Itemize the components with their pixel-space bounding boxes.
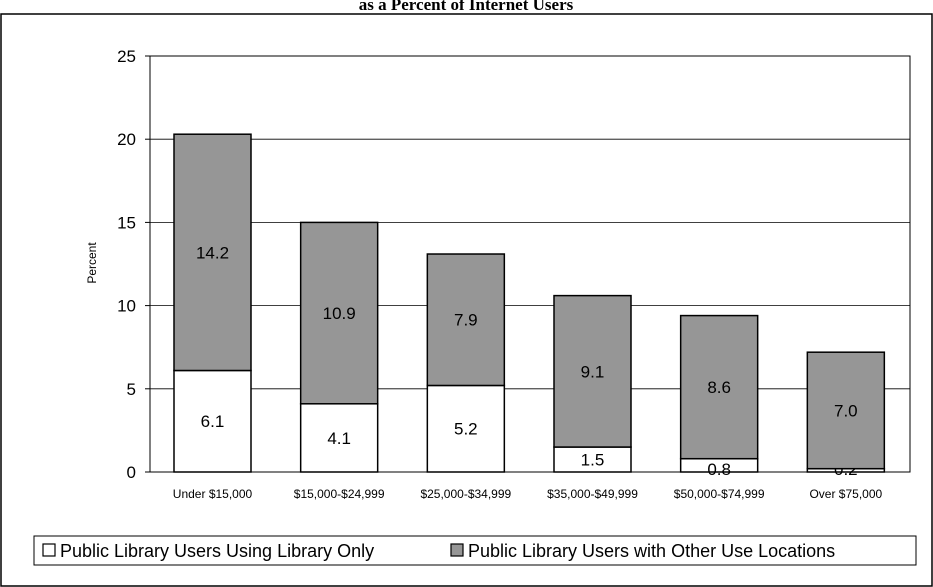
data-label: 5.2 xyxy=(454,420,478,439)
legend: Public Library Users Using Library Only … xyxy=(33,535,917,566)
bar-segment xyxy=(553,446,632,473)
x-tick-labels: Under $15,000 $15,000-$24,999 $25,000-$34,… xyxy=(173,487,883,501)
y-tick-label: 25 xyxy=(117,47,136,66)
bar-segment xyxy=(806,351,886,470)
bar-segment xyxy=(679,314,759,460)
legend-swatch-other-locations xyxy=(450,543,464,557)
data-label: 7.0 xyxy=(834,401,858,420)
y-tick-label: 15 xyxy=(117,213,136,232)
bars: 6.114.24.110.95.27.91.59.10.88.60.27.0 xyxy=(173,133,886,479)
legend-label-other-locations: Public Library Users with Other Use Loca… xyxy=(468,541,835,561)
x-tick-label: Over $75,000 xyxy=(809,487,882,501)
data-label: 1.5 xyxy=(581,451,605,470)
bar-segment xyxy=(426,384,506,473)
legend-label-library-only: Public Library Users Using Library Only xyxy=(60,541,374,561)
x-tick-label: $25,000-$34,999 xyxy=(420,487,511,501)
legend-border xyxy=(33,535,917,566)
data-label: 7.9 xyxy=(454,311,478,330)
data-label: 14.2 xyxy=(196,243,229,262)
bar-segment xyxy=(299,221,379,405)
data-label: 6.1 xyxy=(201,412,225,431)
y-tick-label: 0 xyxy=(127,463,136,482)
y-tick-label: 5 xyxy=(127,380,136,399)
data-label: 4.1 xyxy=(327,429,351,448)
x-tick-label: Under $15,000 xyxy=(173,487,253,501)
bar-segment xyxy=(426,253,506,387)
bar-segment xyxy=(173,133,252,372)
chart-title: as a Percent of Internet Users xyxy=(359,0,574,14)
x-tick-label: $15,000-$24,999 xyxy=(294,487,385,501)
plot-area-border xyxy=(149,55,911,473)
y-tick-label: 20 xyxy=(117,130,136,149)
y-tick-label: 10 xyxy=(117,297,136,316)
data-label: 10.9 xyxy=(323,304,356,323)
data-label: 0.8 xyxy=(707,460,731,479)
data-label: 9.1 xyxy=(581,362,605,381)
bar-segment xyxy=(173,369,252,473)
bar-segment xyxy=(553,294,632,448)
gridlines xyxy=(150,138,910,390)
legend-swatch-library-only xyxy=(42,543,56,557)
y-tick-labels: 0 5 10 15 20 25 xyxy=(117,47,150,482)
y-axis-label: Percent xyxy=(85,242,99,284)
data-label: 8.6 xyxy=(707,378,731,397)
x-tick-label: $35,000-$49,999 xyxy=(547,487,638,501)
x-tick-label: $50,000-$74,999 xyxy=(674,487,765,501)
